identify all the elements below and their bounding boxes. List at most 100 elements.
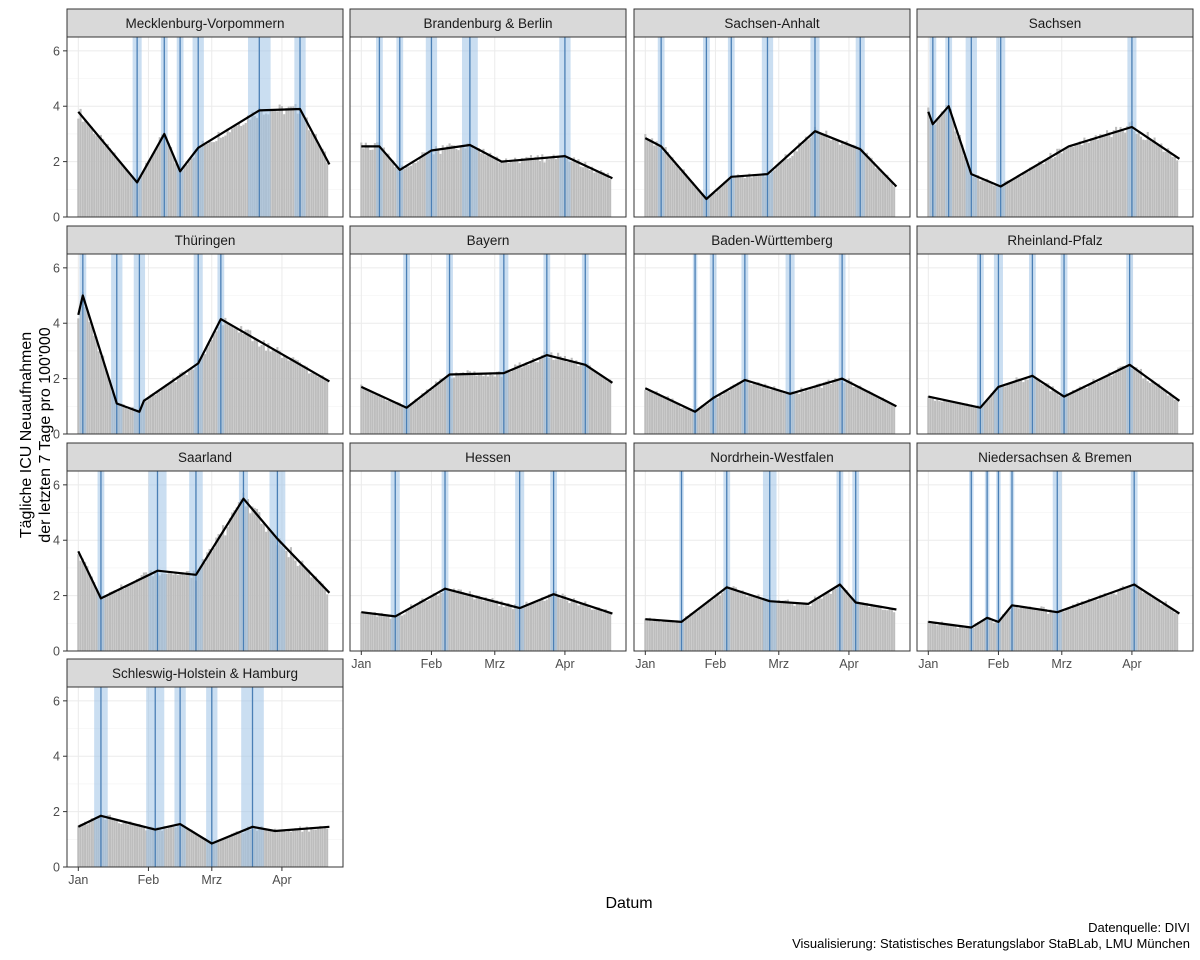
daily-bar (938, 401, 941, 434)
daily-bar (450, 145, 453, 217)
daily-bar (538, 160, 542, 217)
daily-bar (1035, 165, 1038, 217)
daily-bar (1076, 602, 1079, 651)
daily-bar (561, 593, 564, 651)
daily-bar (360, 142, 363, 217)
daily-bar (1167, 395, 1170, 434)
daily-bar (502, 606, 505, 651)
daily-bar (527, 157, 530, 217)
daily-bar (963, 403, 966, 434)
daily-bar (1121, 365, 1124, 434)
daily-bar (79, 108, 82, 217)
daily-bar (1171, 610, 1174, 651)
daily-bar (215, 537, 218, 651)
daily-bar (829, 140, 832, 217)
daily-bar (604, 609, 607, 651)
daily-bar (421, 152, 424, 217)
daily-bar (936, 398, 939, 434)
daily-bar (106, 814, 109, 867)
daily-bar (940, 111, 943, 217)
daily-bar (174, 572, 177, 651)
daily-bar (1142, 592, 1145, 651)
daily-bar (115, 157, 118, 217)
daily-bar (430, 390, 433, 434)
daily-bar (188, 370, 191, 434)
daily-bar (723, 390, 726, 434)
daily-bar (310, 577, 313, 651)
daily-bar (832, 380, 835, 434)
daily-bar (208, 141, 211, 217)
daily-bar (131, 407, 134, 434)
daily-bar (536, 601, 539, 651)
daily-bar (382, 398, 385, 434)
caption-visualization: Visualisierung: Statistisches Beratungsl… (792, 936, 1190, 951)
daily-bar (602, 377, 605, 434)
daily-bar (90, 818, 93, 867)
daily-bar (1155, 144, 1158, 217)
daily-bar (305, 826, 308, 867)
daily-bar (534, 362, 537, 434)
daily-bar (219, 137, 222, 217)
daily-bar (1042, 385, 1045, 434)
x-tick-label: Jan (351, 657, 371, 671)
daily-bar (1069, 608, 1072, 651)
daily-bar (235, 831, 238, 867)
facet-panel: Mecklenburg-Vorpommern 0 2 4 6 (53, 8, 344, 225)
daily-bar (231, 326, 234, 434)
daily-bar (755, 596, 758, 651)
daily-bar (575, 601, 578, 651)
daily-bar (1031, 166, 1034, 217)
daily-bar (231, 833, 234, 867)
daily-bar (1173, 399, 1176, 434)
daily-bar (597, 375, 600, 434)
daily-bar (1015, 606, 1018, 651)
daily-bar (566, 600, 569, 651)
daily-bar (484, 155, 487, 217)
daily-bar (655, 391, 658, 434)
daily-bar (863, 603, 866, 651)
daily-bar (1026, 379, 1029, 434)
daily-bar (764, 383, 767, 434)
daily-bar (224, 837, 227, 867)
daily-bar (430, 595, 433, 651)
daily-bar (235, 327, 238, 434)
daily-bar (954, 131, 957, 217)
x-tick-label: Mrz (768, 657, 789, 671)
daily-bar (575, 162, 578, 217)
daily-bar (1121, 129, 1124, 217)
daily-bar (850, 145, 853, 217)
facet-strip (633, 442, 911, 472)
daily-bar (441, 378, 444, 434)
daily-bar (802, 604, 805, 651)
daily-bar (525, 156, 528, 217)
panel-border (66, 253, 344, 435)
daily-bar (1040, 162, 1043, 217)
daily-bar (1006, 384, 1009, 434)
daily-bar (326, 828, 329, 867)
daily-bar (1056, 148, 1059, 217)
daily-bar (673, 163, 676, 217)
daily-bar (308, 569, 311, 651)
panel-border (916, 36, 1194, 218)
daily-bar (493, 376, 496, 434)
daily-bar (466, 370, 469, 434)
daily-bar (278, 350, 281, 434)
daily-bar (809, 388, 812, 434)
daily-bar (206, 552, 209, 651)
daily-bar (1047, 613, 1050, 651)
daily-bar (314, 829, 317, 867)
daily-bar (176, 375, 179, 434)
daily-bar (124, 406, 127, 434)
daily-bar (952, 624, 955, 651)
daily-bar (1081, 145, 1084, 217)
daily-bar (269, 831, 272, 867)
daily-bar (362, 388, 365, 434)
facet-strip (66, 658, 344, 688)
daily-bar (280, 357, 283, 434)
facet-strip (916, 442, 1194, 472)
daily-bar (158, 137, 161, 217)
daily-bar (185, 571, 188, 651)
daily-bar (577, 159, 580, 217)
daily-bar (798, 604, 801, 651)
daily-bar (142, 170, 145, 217)
